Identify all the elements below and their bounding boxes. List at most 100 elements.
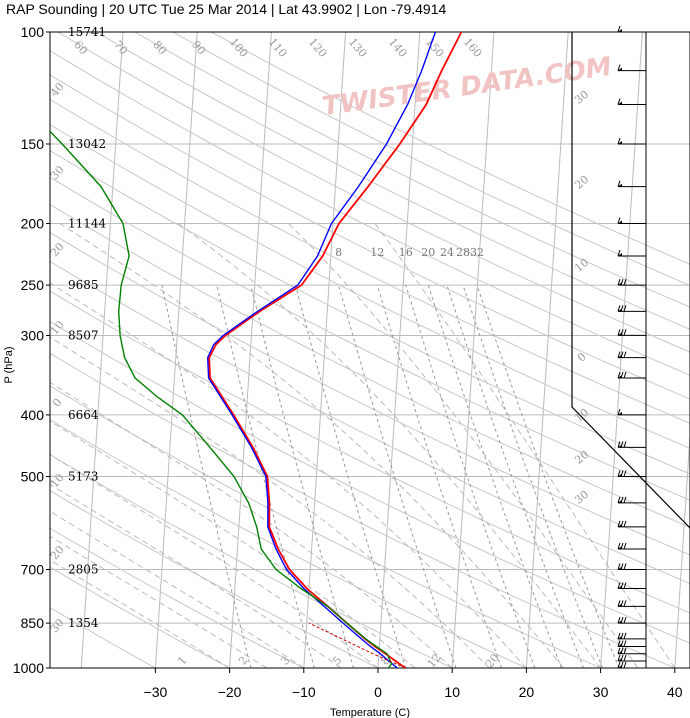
wind-barb: [617, 305, 646, 312]
height-label: 15741: [68, 25, 106, 39]
wind-barb: [617, 582, 646, 589]
wind-barb-head: [618, 566, 622, 570]
wind-barb-flag: [623, 278, 627, 286]
x-tick-label: 0: [374, 684, 382, 700]
mixing-ratio-line: [250, 284, 355, 668]
wind-barb-flag: [623, 371, 627, 379]
wind-barb-flag: [617, 632, 621, 640]
wind-barb-flag: [623, 305, 627, 312]
wind-barb-head: [618, 67, 622, 71]
mixing-ratio-line: [476, 284, 620, 668]
wind-barb-flag: [617, 563, 621, 570]
dry-adiabat: [50, 290, 690, 614]
wind-barb-head: [618, 332, 622, 336]
dry-adiabat-label: 70: [111, 38, 130, 57]
wind-barb-head: [618, 603, 622, 607]
wind-barb-flag: [617, 640, 621, 647]
temperature-profile: [208, 31, 463, 668]
mixing-ratio-label: 8: [335, 246, 342, 259]
isotherm-line: [377, 32, 421, 668]
mixing-ratio-line: [338, 284, 457, 668]
wind-barb-flag: [617, 408, 621, 416]
wind-barb-head: [618, 523, 622, 527]
y-tick-label: 250: [21, 277, 45, 293]
moist-adiabat: [50, 510, 305, 668]
x-tick-label: 10: [444, 684, 460, 700]
wind-barb: [617, 25, 646, 33]
dry-adiabat: [50, 149, 690, 475]
x-axis-label: Temperature (C): [330, 707, 410, 718]
wind-barb-flag: [617, 616, 621, 624]
y-tick-label: 1000: [13, 660, 44, 676]
height-label: 13042: [68, 137, 106, 151]
chart-title: RAP Sounding | 20 UTC Tue 25 Mar 2014 | …: [6, 1, 446, 17]
wind-barb: [617, 600, 646, 607]
dry-adiabat-label: 90: [189, 38, 208, 57]
isotherm-line: [600, 32, 643, 668]
y-tick-label: 500: [21, 469, 45, 485]
dry-adiabat: [50, 176, 690, 501]
isotherm-label: 20: [572, 448, 591, 467]
wind-barb: [617, 180, 646, 188]
wind-barb-flag: [623, 496, 627, 504]
hodograph-boundary: [571, 32, 690, 529]
wind-barb-flag: [617, 64, 621, 71]
wind-barb-flag: [623, 647, 627, 654]
mixing-ratio-label: 32: [470, 246, 484, 259]
wind-barb-head: [618, 665, 622, 668]
wind-barb: [617, 647, 646, 655]
isotherm-line: [303, 32, 347, 668]
mixing-ratio-label: 28: [456, 246, 470, 259]
x-tick-label: −20: [218, 684, 242, 700]
wind-barb: [617, 329, 646, 336]
dry-adiabat-label: 60: [71, 38, 90, 57]
wind-barb: [617, 278, 646, 286]
wind-barb-flag: [623, 351, 627, 358]
dry-adiabat: [172, 32, 690, 287]
wind-barb: [617, 520, 646, 528]
wind-barb-flag: [617, 278, 621, 286]
isotherm-line: [451, 32, 495, 668]
wind-barb-flag: [617, 371, 621, 379]
isotherm-line: [525, 32, 569, 668]
wind-barb-head: [618, 643, 622, 647]
dry-adiabat-label: 140: [386, 36, 409, 60]
side-label: 30: [48, 163, 67, 182]
wind-barb-flag: [623, 520, 627, 528]
moist-adiabat: [50, 535, 267, 668]
x-tick-label: 40: [667, 684, 683, 700]
dry-adiabat: [57, 32, 690, 353]
dry-adiabat: [50, 74, 690, 400]
wind-barb-head: [618, 546, 622, 549]
low-level-label: 5: [330, 654, 344, 668]
dry-adiabat: [50, 566, 230, 668]
x-tick-label: −30: [144, 684, 168, 700]
wind-barb-head: [618, 444, 622, 448]
wind-barb: [617, 351, 646, 359]
wind-barb-flag: [617, 305, 621, 312]
dry-adiabat: [50, 453, 453, 668]
wind-barb-flag: [623, 654, 627, 662]
dry-adiabat: [50, 419, 527, 668]
y-tick-label: 150: [21, 136, 45, 152]
grid-group: [50, 32, 690, 668]
wind-barb-head: [618, 141, 622, 144]
mixing-ratio-label: 20: [421, 246, 435, 259]
wind-barb: [617, 496, 646, 504]
wind-barb-flag: [623, 441, 627, 448]
moist-adiabat: [50, 336, 490, 668]
height-label: 6664: [68, 408, 99, 422]
height-label: 8507: [68, 328, 99, 342]
dry-adiabat: [50, 50, 690, 376]
wind-barb-flag: [617, 98, 621, 105]
wind-barb: [617, 137, 646, 145]
wind-barb-flag: [617, 217, 621, 224]
dry-adiabat: [50, 98, 690, 424]
wind-barb-flag: [623, 632, 627, 640]
wind-barb-flag: [623, 616, 627, 624]
isotherm-label: 0: [575, 350, 589, 364]
plot-frame: [49, 31, 690, 669]
wind-barb-flag: [617, 654, 621, 662]
wind-barb: [617, 441, 646, 448]
wind-barb: [617, 470, 646, 477]
